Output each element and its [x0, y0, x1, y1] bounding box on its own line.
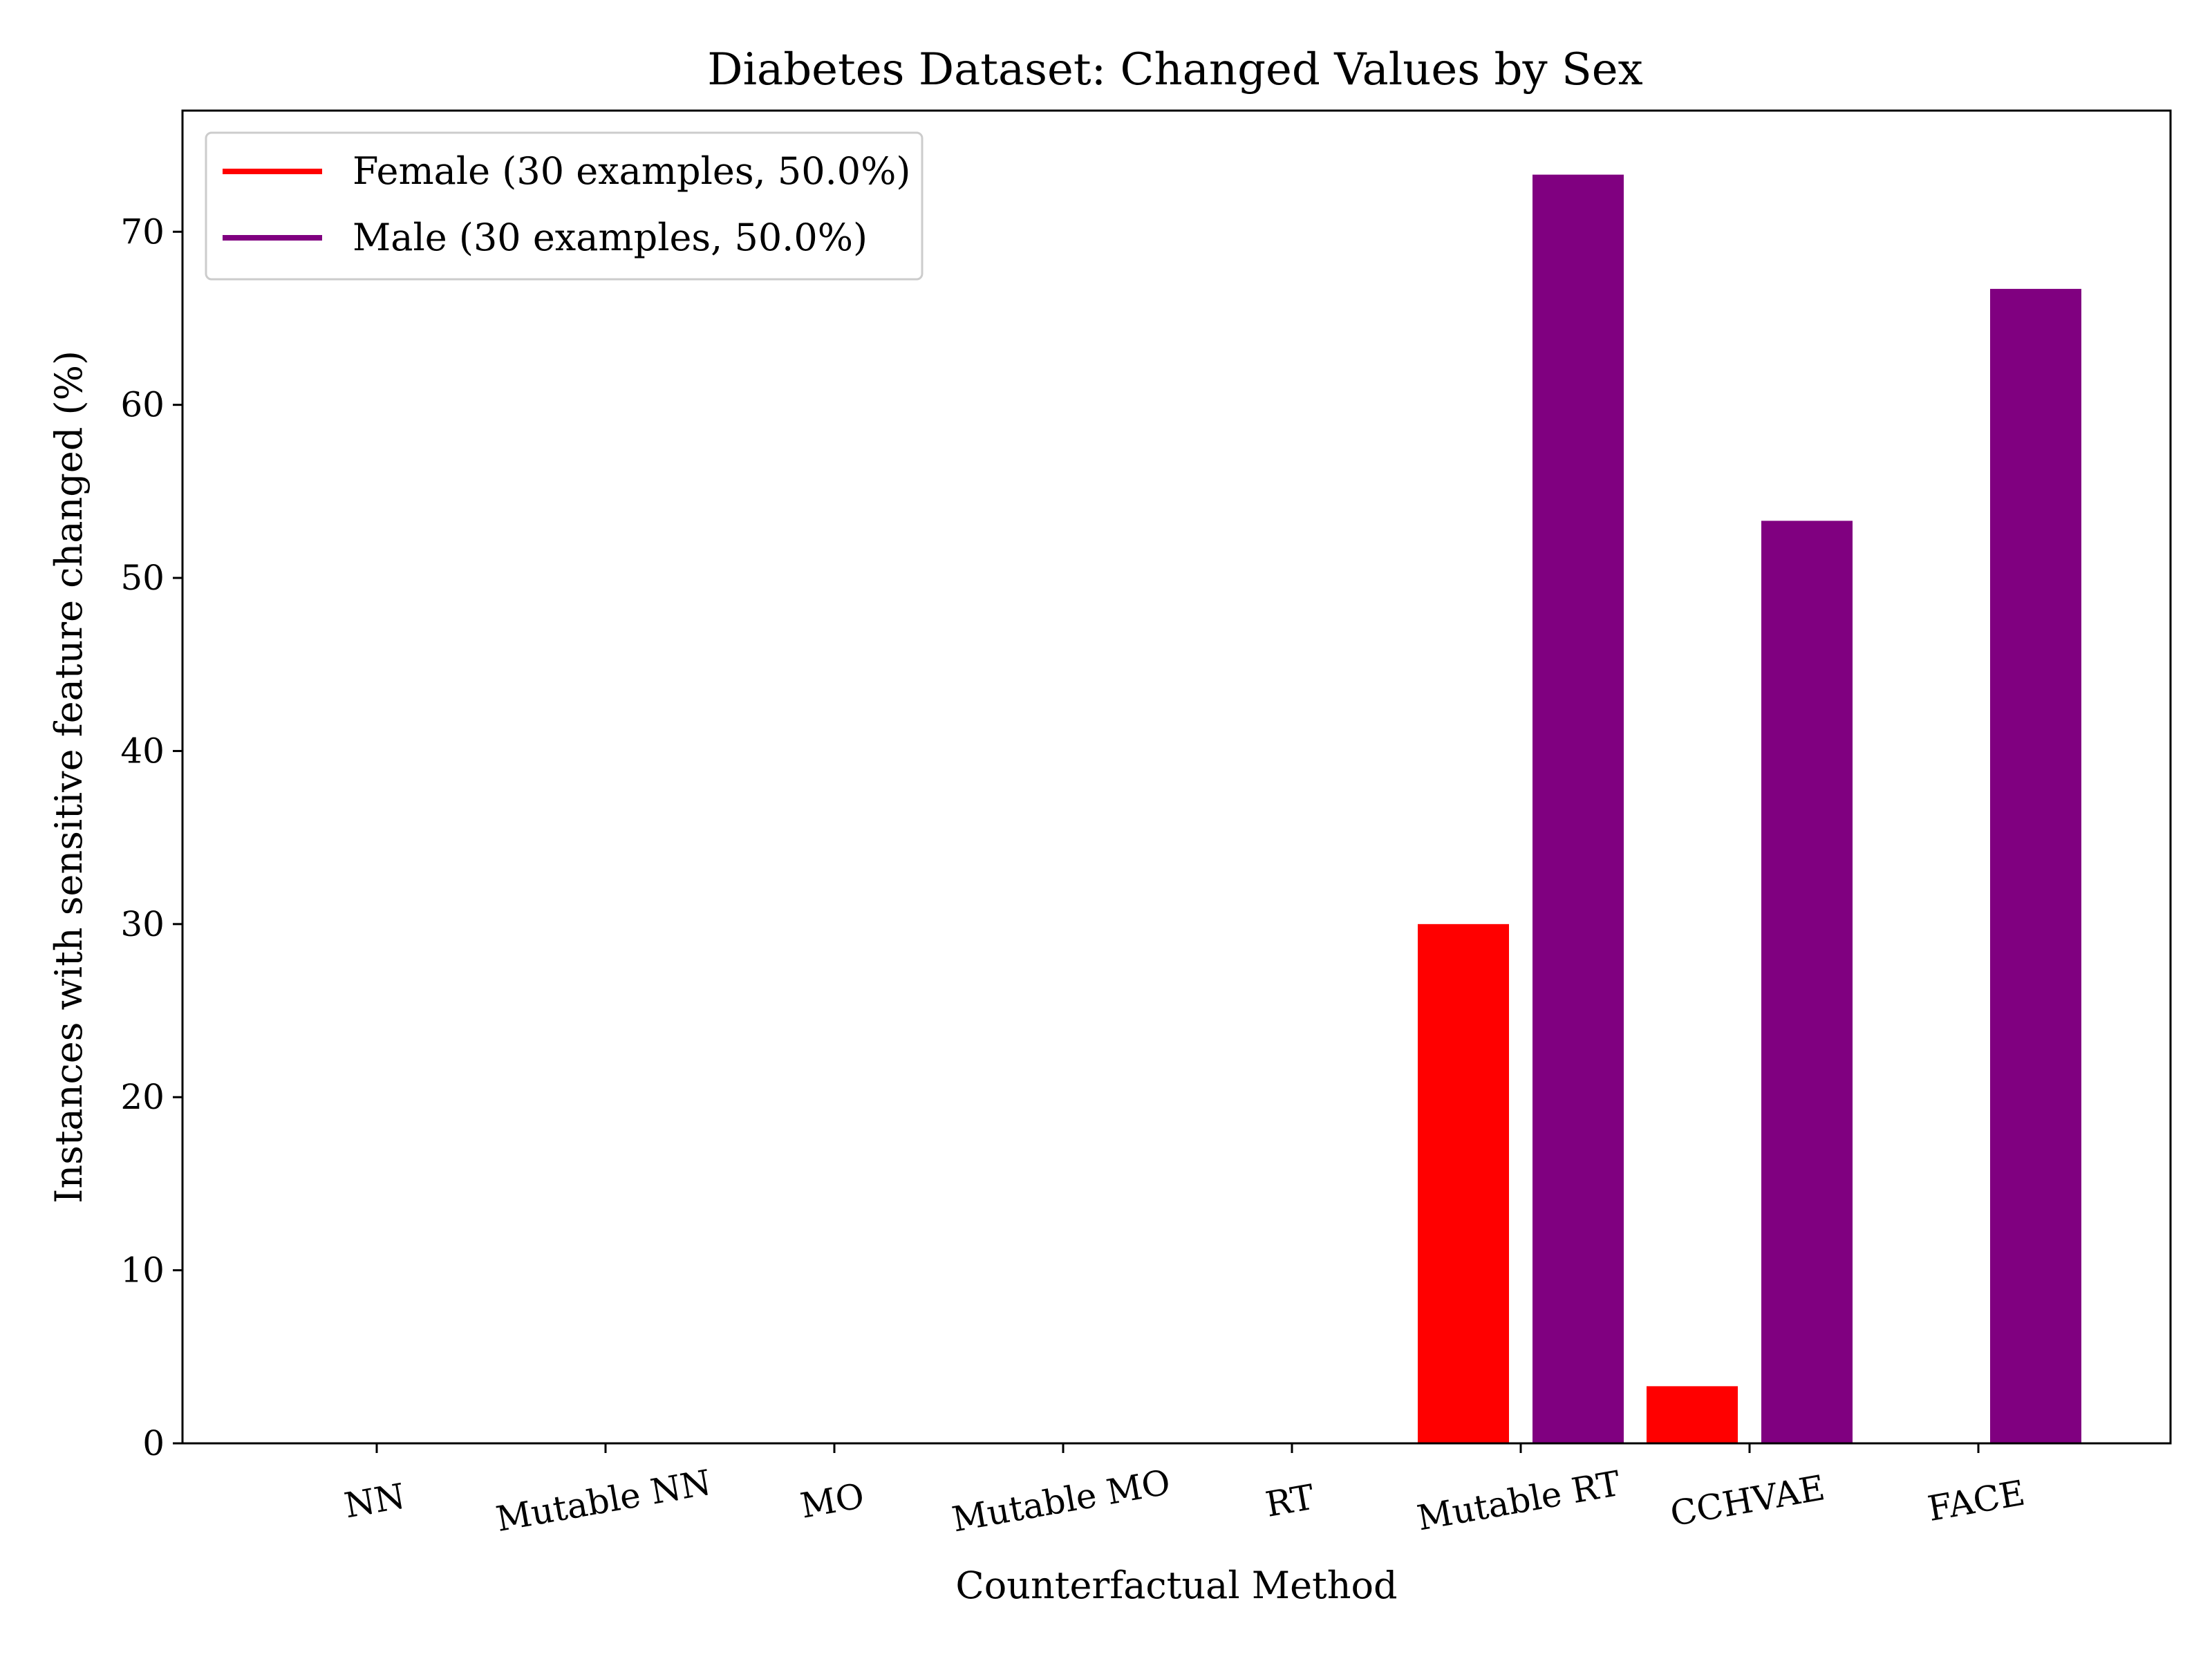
y-tick-label: 70	[120, 212, 165, 252]
x-tick-label: Mutable NN	[493, 1462, 714, 1539]
x-axis: NN Mutable NN MO Mutable MO RT Mutable RT CCHV…	[341, 1443, 2028, 1540]
y-axis: 0 10 20 30 40 50 60 70	[120, 212, 182, 1463]
y-tick-label: 60	[120, 385, 165, 425]
x-tick-label: Mutable RT	[1414, 1463, 1623, 1539]
legend-label: Male (30 examples, 50.0%)	[353, 216, 868, 259]
y-tick-label: 0	[142, 1423, 165, 1463]
bar-male-7	[1990, 288, 2081, 1443]
y-tick-label: 30	[120, 904, 165, 944]
y-tick-label: 20	[120, 1077, 165, 1117]
x-tick-label: MO	[798, 1476, 868, 1526]
x-axis-label: Counterfactual Method	[955, 1564, 1397, 1607]
x-tick-label: CCHVAE	[1667, 1468, 1828, 1534]
x-tick-label: Mutable MO	[949, 1462, 1173, 1540]
x-tick-label: NN	[341, 1476, 408, 1526]
chart-title: Diabetes Dataset: Changed Values by Sex	[707, 44, 1643, 95]
bar-female-6	[1647, 1386, 1738, 1443]
bars-group	[1418, 174, 2081, 1444]
bar-female-5	[1418, 924, 1509, 1443]
plot-frame	[181, 109, 2172, 1445]
x-tick-label: FACE	[1924, 1472, 2027, 1529]
y-tick-label: 40	[120, 731, 165, 771]
y-tick-label: 50	[120, 558, 165, 598]
y-axis-label: Instances with sensitive feature changed…	[47, 350, 91, 1203]
y-tick-label: 10	[120, 1250, 165, 1291]
legend-label: Female (30 examples, 50.0%)	[353, 149, 910, 193]
legend-box	[205, 131, 924, 281]
x-tick-label: RT	[1262, 1477, 1317, 1525]
legend: Female (30 examples, 50.0%) Male (30 exam…	[205, 131, 924, 281]
bar-male-6	[1761, 521, 1853, 1444]
bar-male-5	[1533, 174, 1624, 1443]
